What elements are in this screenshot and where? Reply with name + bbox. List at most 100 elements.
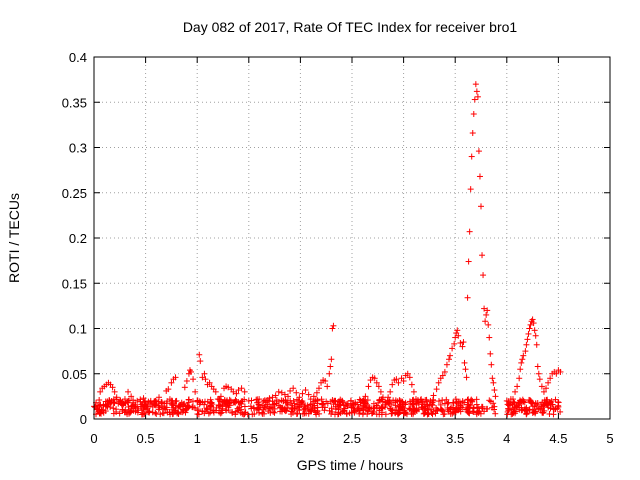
data-point — [469, 130, 476, 137]
data-point — [121, 396, 128, 403]
noise-point — [406, 398, 413, 405]
data-point — [460, 339, 467, 346]
noise-point — [473, 409, 480, 416]
data-point — [287, 387, 294, 394]
data-point — [188, 368, 195, 375]
noise-point — [528, 399, 535, 406]
noise-point — [149, 409, 156, 416]
noise-point — [169, 402, 176, 409]
data-point — [217, 393, 224, 400]
data-point — [424, 401, 431, 408]
data-point — [96, 396, 103, 403]
data-point — [404, 370, 411, 377]
noise-point — [490, 400, 497, 407]
x-tick-label: 1.5 — [240, 431, 258, 446]
data-point — [247, 403, 254, 410]
data-point — [523, 341, 530, 348]
data-point — [278, 389, 285, 396]
data-point — [349, 404, 355, 411]
noise-point — [465, 409, 472, 416]
y-tick-label: 0.1 — [69, 322, 87, 337]
data-point — [507, 399, 514, 406]
noise-point — [366, 406, 373, 413]
noise-point — [241, 403, 248, 410]
data-point — [427, 397, 434, 404]
noise-point — [288, 406, 295, 413]
noise-point — [526, 406, 533, 413]
data-point — [137, 398, 144, 405]
data-point — [140, 395, 147, 402]
data-point — [491, 387, 498, 394]
noise-point — [359, 411, 366, 418]
noise-point — [210, 409, 217, 416]
noise-point — [544, 401, 551, 408]
data-point — [490, 379, 497, 386]
noise-point — [180, 407, 187, 414]
data-point — [395, 379, 402, 386]
data-point — [379, 394, 386, 401]
noise-point — [425, 411, 432, 418]
noise-point — [532, 410, 539, 417]
noise-point — [399, 399, 406, 406]
noise-point — [281, 407, 288, 414]
data-point — [128, 393, 135, 400]
data-point — [393, 376, 400, 383]
noise-point — [113, 406, 120, 413]
data-point — [375, 383, 382, 390]
noise-point — [465, 401, 472, 408]
noise-point — [348, 401, 355, 408]
data-point — [529, 316, 536, 323]
data-point — [531, 327, 538, 334]
data-point — [168, 379, 175, 386]
noise-point — [350, 405, 357, 412]
noise-point — [410, 400, 417, 407]
data-point — [430, 392, 437, 399]
data-point — [173, 397, 180, 404]
noise-point — [138, 411, 145, 418]
noise-point — [318, 396, 325, 403]
data-point — [406, 374, 413, 381]
noise-point — [306, 407, 313, 414]
data-point — [315, 385, 322, 392]
data-point — [97, 388, 104, 395]
data-point — [245, 397, 252, 404]
data-point — [144, 405, 151, 412]
y-axis-label: ROTI / TECUs — [6, 193, 22, 283]
grid-lines — [94, 57, 610, 419]
data-point — [201, 370, 208, 377]
noise-point — [504, 411, 511, 418]
noise-point — [320, 400, 327, 407]
noise-point — [244, 411, 251, 418]
data-point — [468, 153, 475, 160]
noise-point — [468, 396, 475, 403]
noise-point — [232, 408, 239, 415]
data-point — [557, 368, 564, 375]
data-point — [192, 388, 199, 395]
noise-point — [326, 407, 333, 414]
data-point — [235, 387, 242, 394]
data-point — [441, 368, 448, 375]
noise-point — [275, 402, 282, 409]
data-point — [313, 389, 320, 396]
data-point — [250, 405, 257, 412]
x-tick-label: 3.5 — [446, 431, 464, 446]
noise-point — [177, 404, 184, 411]
noise-point — [466, 404, 473, 411]
data-point — [463, 374, 470, 381]
y-tick-label: 0.2 — [69, 231, 87, 246]
data-point — [113, 394, 120, 401]
y-tick-label: 0.15 — [62, 276, 87, 291]
data-point — [383, 399, 390, 406]
noise-point — [146, 408, 153, 415]
data-point — [327, 363, 334, 370]
noise-point — [463, 406, 470, 413]
noise-point — [444, 406, 451, 413]
noise-point — [236, 404, 243, 411]
data-point — [322, 377, 329, 384]
noise-point — [175, 409, 182, 416]
data-point — [326, 370, 333, 377]
noise-point — [116, 410, 123, 417]
data-point — [214, 396, 221, 403]
data-point — [534, 363, 541, 370]
noise-point — [449, 404, 456, 411]
